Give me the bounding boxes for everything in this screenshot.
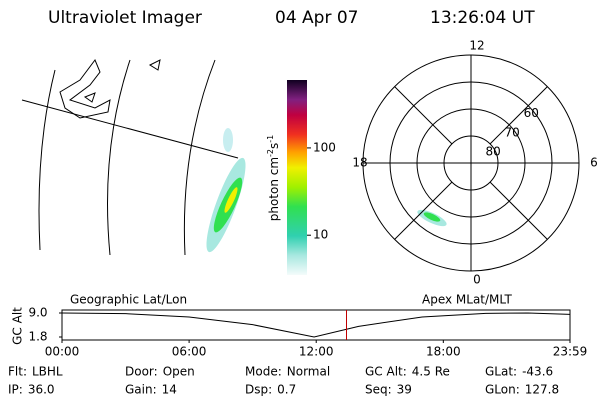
unit-exp: -2 [266,149,275,157]
hour-label: 0 [473,273,481,287]
lat-label: 80 [485,144,500,158]
date: 04 Apr 07 [275,8,358,28]
map [21,59,246,256]
hour-label: 6 [590,156,598,170]
info-value: -43.6 [522,365,553,379]
info-label: GC Alt: [365,365,407,379]
info-value: 36.0 [28,383,55,397]
info-label: IP: [8,383,23,397]
info-value: 4.5 Re [412,365,450,379]
unit-text: photon cm [267,157,281,221]
polar-spoke [394,181,453,240]
instrument: Ultraviolet Imager [48,8,202,28]
polar-spoke [394,86,453,145]
altitude-line [61,312,571,338]
info-label: GLon: [485,383,520,397]
info-value: Open [163,365,195,379]
info-value: 127.8 [525,383,559,397]
unit-exp: -1 [266,135,275,143]
y-tick-label: 1.8 [28,330,47,344]
lat-label: 70 [505,125,520,139]
y-label: GC Alt [11,307,25,345]
time: 13:26:04 UT [430,8,535,28]
info-value: 39 [397,383,412,397]
colorbar-label: photon cm-2s-1 [266,135,281,222]
right-label: Apex MLat/MLT [422,293,512,307]
info-value: Normal [287,365,330,379]
x-tick-label: 00:00 [45,345,80,359]
unit-text: s [267,143,281,149]
colorbar-tick-label: 10 [313,228,328,242]
left-label: Geographic Lat/Lon [70,293,187,307]
x-tick-label: 23:59 [553,345,588,359]
x-tick-label: 18:00 [426,345,461,359]
colorbar-tick-label: 100 [313,140,336,154]
hour-label: 12 [469,39,484,53]
lat-label: 60 [524,106,539,120]
x-tick-label: 06:00 [172,345,207,359]
polar-spoke [489,181,548,240]
y-tick-label: 9.0 [28,306,47,320]
info-label: Dsp: [245,383,272,397]
info-value: 14 [162,383,177,397]
x-tick-label: 12:00 [299,345,334,359]
info-value: LBHL [32,365,63,379]
info-value: 0.7 [277,383,296,397]
info-label: Gain: [125,383,157,397]
info-label: GLat: [485,365,517,379]
colorbar [287,80,307,275]
info-label: Seq: [365,383,392,397]
info-label: Flt: [8,365,27,379]
info-label: Mode: [245,365,282,379]
hour-label: 18 [352,156,367,170]
info-label: Door: [125,365,158,379]
polar-blob [417,209,447,227]
polar-spoke [489,86,548,145]
